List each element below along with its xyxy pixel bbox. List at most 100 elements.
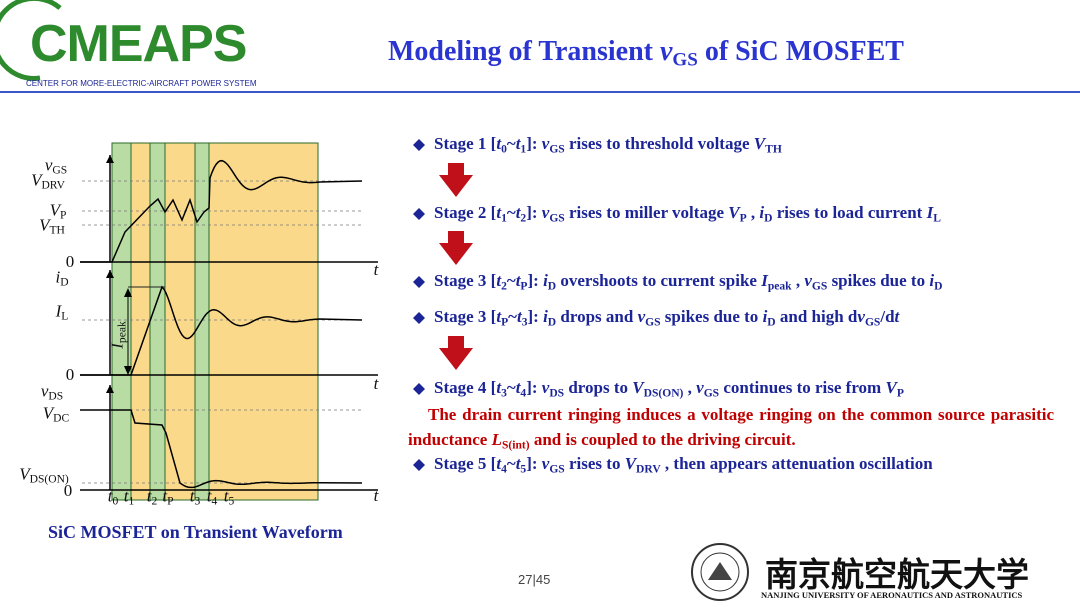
axis-arrow — [106, 270, 114, 278]
symbol-subscript: P — [520, 279, 528, 293]
university-seal — [691, 543, 749, 601]
symbol-base: i — [762, 307, 768, 326]
figure-caption: SiC MOSFET on Transient Waveform — [48, 522, 343, 542]
symbol-base: I — [55, 301, 62, 321]
symbol: tP — [516, 271, 528, 293]
symbol: iD — [543, 271, 557, 293]
symbol-base: t — [146, 486, 152, 506]
logo-subtitle: CENTER FOR MORE-ELECTRIC-AIRCRAFT POWER … — [26, 79, 257, 88]
symbol-base: v — [857, 307, 865, 326]
symbol: t3 — [516, 307, 528, 328]
symbol: VDRV — [31, 170, 65, 192]
symbol-base: V — [624, 454, 637, 473]
symbol-base: V — [885, 378, 897, 397]
text-run: rises to load current — [772, 203, 927, 222]
axis-arrow — [106, 155, 114, 163]
university-en: NANJING UNIVERSITY OF AERONAUTICS AND AS… — [761, 590, 1023, 600]
text-run: and high d — [775, 307, 858, 326]
figure-label: VDRV — [31, 170, 65, 191]
waveform-figure — [80, 142, 378, 501]
symbol-base: i — [543, 271, 548, 290]
symbol-base: L — [491, 430, 502, 449]
symbol-subscript: DRV — [41, 178, 65, 192]
symbol-subscript: 3 — [194, 494, 201, 508]
symbol-subscript: DS(ON) — [643, 386, 684, 400]
symbol: iD — [759, 203, 773, 225]
university-cn: 南京航空航天大学 — [765, 555, 1029, 594]
symbol: vGS — [857, 307, 880, 328]
symbol-base: t — [189, 486, 195, 506]
text-run: ~ — [506, 203, 516, 222]
figure-label: t2 — [147, 486, 158, 507]
symbol: vGS — [44, 155, 67, 176]
symbol-subscript: DRV — [636, 462, 661, 476]
symbol: t0 — [496, 134, 507, 156]
figure-label: VDC — [43, 403, 69, 424]
text-run: Stage 2 [ — [434, 203, 497, 222]
symbol-subscript: peak — [115, 321, 129, 344]
symbol: t1 — [496, 203, 507, 224]
symbol: t4 — [207, 486, 218, 507]
symbol: vGS — [660, 36, 698, 71]
symbol-base: t — [496, 271, 502, 290]
symbol-subscript: P — [501, 315, 509, 329]
symbol-base: v — [44, 155, 53, 175]
symbol-base: v — [541, 378, 550, 397]
symbol-subscript: 2 — [151, 494, 158, 508]
text-run: overshoots to current spike — [556, 271, 762, 290]
text-run: Stage 3 [ — [434, 307, 497, 326]
vgs-wave — [80, 159, 363, 263]
symbol-subscript: D — [764, 211, 773, 225]
symbol-base: v — [637, 307, 646, 326]
symbol-base: t — [515, 378, 521, 397]
figure-label: vDS — [41, 381, 63, 402]
text-run: drops to — [564, 378, 633, 397]
symbol-subscript: P — [739, 211, 747, 225]
symbol-subscript: GS — [645, 315, 661, 329]
text-run: ~ — [506, 378, 516, 397]
symbol-base: v — [696, 378, 704, 397]
symbol-base: I — [926, 203, 934, 222]
symbol: iD — [55, 267, 68, 288]
symbol: VP — [728, 203, 747, 225]
symbol-subscript: L — [61, 309, 69, 323]
symbol: vGS — [542, 203, 565, 225]
symbol-base: t — [223, 486, 229, 506]
symbol-subscript: 2 — [501, 279, 507, 293]
symbol-base: t — [515, 454, 521, 473]
symbol-base: v — [804, 271, 812, 290]
symbol-base: t — [496, 134, 502, 153]
symbol: t5 — [223, 486, 235, 507]
figure-label: vGS — [45, 155, 67, 176]
text-run: and is coupled to the driving circuit. — [529, 430, 796, 449]
figure-label: iD — [55, 267, 68, 288]
symbol-base: V — [632, 378, 644, 397]
symbol: vGS — [696, 378, 719, 399]
symbol-subscript: GS — [811, 279, 828, 293]
text-run: 0 — [65, 252, 75, 271]
symbol-subscript: DS(ON) — [29, 472, 69, 486]
symbol: tP — [162, 486, 173, 507]
symbol: IL — [55, 301, 69, 323]
symbol-base: V — [19, 464, 30, 484]
figure-label: IL — [56, 301, 69, 322]
text-run: 0 — [65, 365, 75, 384]
symbol: t2 — [146, 486, 158, 508]
symbol-base: t — [516, 307, 522, 326]
text-run: ~ — [506, 454, 516, 473]
text-run: , then appears attenuation oscillation — [660, 454, 933, 473]
symbol-subscript: D — [547, 279, 557, 293]
symbol-base: i — [759, 203, 765, 222]
figure-label: t1 — [124, 486, 135, 507]
note: The drain current ringing induces a volt… — [408, 402, 1054, 457]
stage: Stage 3 [t2~tP]: iD overshoots to curren… — [434, 271, 942, 292]
symbol-subscript: 0 — [501, 142, 507, 156]
symbol-base: V — [753, 134, 766, 153]
symbol-subscript: GS — [549, 211, 565, 225]
symbol-base: V — [728, 203, 740, 222]
figure-label: tP — [162, 486, 173, 507]
symbol: t — [374, 374, 379, 393]
peak-arrow — [124, 288, 132, 375]
text-run: /d — [880, 307, 895, 326]
